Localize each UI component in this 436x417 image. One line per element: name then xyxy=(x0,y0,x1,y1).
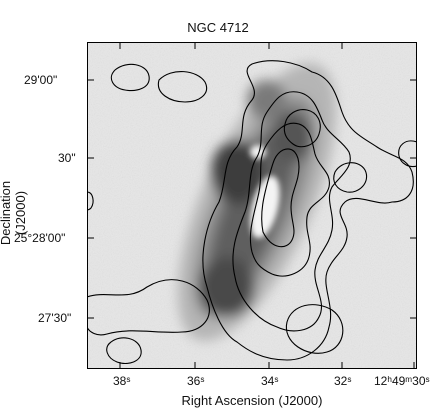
x-axis-label: Right Ascension (J2000) xyxy=(181,393,323,408)
y-tick-label: 30" xyxy=(58,151,76,165)
y-axis-label: Declination (J2000) xyxy=(0,180,28,246)
contour-map xyxy=(87,42,417,369)
plot-frame xyxy=(87,42,417,369)
contour-lines xyxy=(87,60,417,365)
image-panel xyxy=(87,42,417,369)
figure-title: NGC 4712 xyxy=(187,20,249,35)
y-tick-label: 29'00" xyxy=(24,73,58,87)
x-tick-label: 38ˢ xyxy=(113,374,131,388)
y-tick-label: 25°28'00" xyxy=(14,231,66,245)
x-tick-label: 32ˢ xyxy=(334,374,352,388)
axis-ticks xyxy=(87,42,417,369)
y-tick-label: 27'30" xyxy=(38,311,72,325)
x-tick-label: 36ˢ xyxy=(187,374,205,388)
x-tick-label: 34ˢ xyxy=(261,374,279,388)
x-tick-label: 12ʰ49ᵐ30ˢ xyxy=(374,374,430,388)
